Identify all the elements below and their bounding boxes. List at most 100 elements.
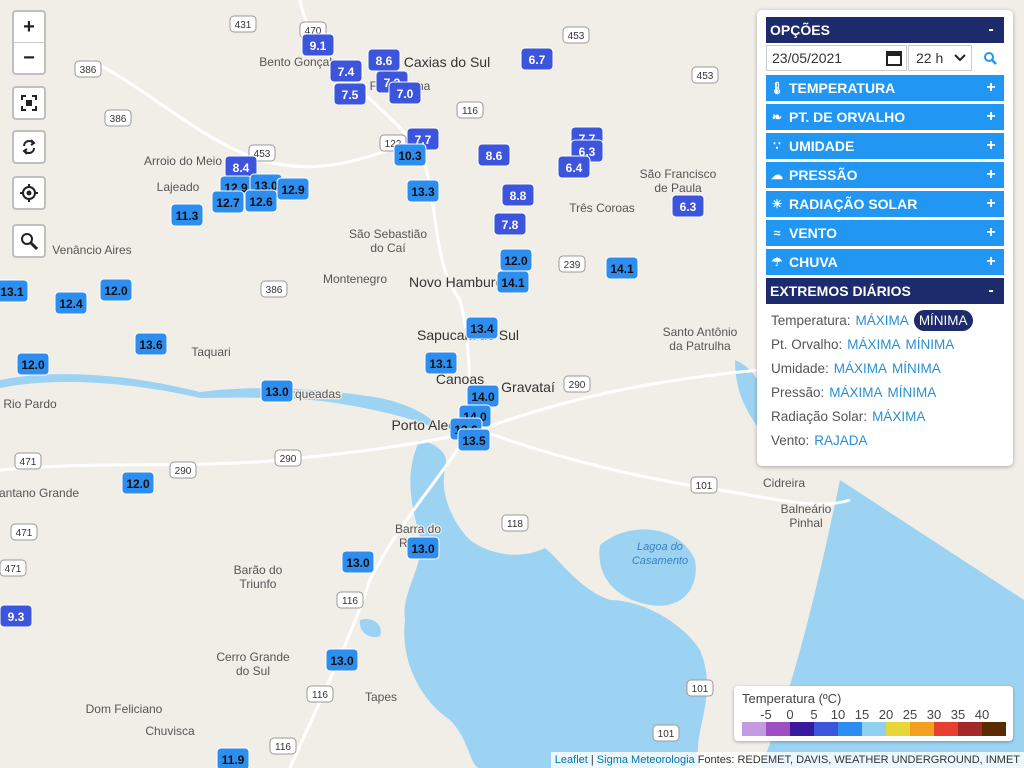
extreme-link[interactable]: RAJADA: [814, 433, 868, 448]
station-badge: [54, 291, 88, 315]
extreme-label: Vento:: [771, 433, 810, 448]
station-badge: [406, 179, 440, 203]
station-marker[interactable]: 13.0: [325, 648, 359, 672]
place-label: Arroio do Meio: [144, 154, 222, 168]
station-marker[interactable]: 7.4: [329, 59, 363, 83]
station-marker[interactable]: 12.9: [276, 177, 310, 201]
section-header[interactable]: ☀ RADIAÇÃO SOLAR +: [766, 191, 1004, 217]
section-title: VENTO: [789, 225, 837, 241]
section-header[interactable]: ❧ PT. DE ORVALHO +: [766, 104, 1004, 130]
station-value: 6.7: [529, 53, 546, 67]
extreme-link[interactable]: MÁXIMA: [872, 409, 926, 424]
extreme-link[interactable]: MÍNIMA: [905, 337, 955, 352]
locate-button[interactable]: [12, 176, 46, 210]
search-icon: [983, 52, 997, 65]
station-marker[interactable]: 8.6: [367, 48, 401, 72]
station-marker[interactable]: 14.1: [496, 270, 530, 294]
station-marker[interactable]: 6.7: [520, 47, 554, 71]
section-header[interactable]: ≈ VENTO +: [766, 220, 1004, 246]
refresh-button[interactable]: [12, 130, 46, 164]
station-marker[interactable]: 12.0: [16, 352, 50, 376]
station-value: 12.0: [104, 284, 128, 298]
section-header[interactable]: ☂ CHUVA +: [766, 249, 1004, 275]
station-value: 12.4: [59, 297, 83, 311]
refresh-icon: [22, 139, 36, 155]
place-label: São Francisco: [640, 167, 717, 181]
station-badge: [99, 278, 133, 302]
extreme-row: Radiação Solar: MÁXIMA: [771, 409, 925, 424]
station-marker[interactable]: 13.5: [457, 428, 491, 452]
extreme-link[interactable]: MÍNIMA: [892, 361, 941, 376]
expand-icon: +: [986, 253, 996, 270]
extreme-link[interactable]: MÁXIMA: [855, 313, 909, 328]
station-marker[interactable]: 12.0: [499, 248, 533, 272]
road-number: 239: [564, 260, 581, 271]
station-badge: [121, 471, 155, 495]
road-shield: [14, 452, 42, 470]
search-button[interactable]: [12, 224, 46, 258]
place-label: Taquari: [191, 345, 230, 359]
section-header[interactable]: ∵ UMIDADE +: [766, 133, 1004, 159]
station-marker[interactable]: 8.8: [501, 183, 535, 207]
expand-icon: +: [986, 108, 996, 125]
zoom-in-button[interactable]: +: [14, 12, 44, 43]
station-marker[interactable]: 11.9: [216, 747, 250, 768]
station-marker[interactable]: 12.0: [99, 278, 133, 302]
road-number: 471: [5, 564, 22, 575]
extreme-link[interactable]: MÁXIMA: [847, 337, 901, 352]
extreme-link[interactable]: MÁXIMA: [829, 385, 883, 400]
station-marker[interactable]: 7.8: [493, 212, 527, 236]
place-label: Venâncio Aires: [52, 243, 131, 257]
station-marker[interactable]: 13.0: [260, 379, 294, 403]
station-marker[interactable]: 8.4: [224, 155, 258, 179]
station-marker[interactable]: 6.3: [671, 194, 705, 218]
station-marker[interactable]: 9.3: [0, 604, 33, 628]
extremes-header[interactable]: EXTREMOS DIÁRIOS -: [766, 278, 1004, 304]
station-marker[interactable]: 13.1: [424, 351, 458, 375]
station-marker[interactable]: 13.4: [465, 316, 499, 340]
leaflet-link[interactable]: Leaflet: [554, 754, 588, 766]
station-marker[interactable]: 13.1: [0, 279, 29, 303]
station-marker[interactable]: 12.4: [54, 291, 88, 315]
hour-select[interactable]: 22 h: [908, 45, 972, 71]
road-number: 101: [696, 481, 713, 492]
station-value: 6.4: [566, 161, 583, 175]
station-marker[interactable]: 13.6: [134, 332, 168, 356]
place-label: de Paula: [654, 181, 702, 195]
place-label: Chuvisca: [145, 724, 195, 738]
road-number: 116: [342, 596, 358, 607]
station-marker[interactable]: 13.0: [341, 550, 375, 574]
station-marker[interactable]: 10.3: [393, 143, 427, 167]
station-marker[interactable]: 7.5: [333, 82, 367, 106]
station-marker[interactable]: 11.3: [170, 203, 204, 227]
extreme-link[interactable]: MÍNIMA: [887, 385, 937, 400]
date-input[interactable]: 23/05/2021: [766, 45, 907, 71]
extreme-link[interactable]: MÍNIMA: [913, 310, 973, 331]
section-header[interactable]: ☁ PRESSÃO +: [766, 162, 1004, 188]
date-value: 23/05/2021: [772, 50, 843, 66]
station-value: 14.1: [501, 276, 525, 290]
zoom-out-button[interactable]: −: [23, 46, 35, 69]
place-label: Barão do: [234, 563, 283, 577]
options-header[interactable]: OPÇÕES -: [766, 17, 1004, 43]
brand-link[interactable]: Sigma Meteorologia: [596, 754, 695, 766]
station-marker[interactable]: 14.1: [605, 256, 639, 280]
station-marker[interactable]: 12.0: [121, 471, 155, 495]
road-number: 386: [266, 285, 283, 296]
fullscreen-button[interactable]: [12, 86, 46, 120]
station-marker[interactable]: 13.3: [406, 179, 440, 203]
station-marker[interactable]: 6.4: [557, 155, 591, 179]
road-number: 386: [110, 114, 127, 125]
station-marker[interactable]: 12.7: [211, 190, 245, 214]
station-marker[interactable]: 14.0: [466, 384, 500, 408]
station-marker[interactable]: 9.1: [301, 33, 335, 57]
station-marker[interactable]: 12.6: [244, 189, 278, 213]
station-marker[interactable]: 8.6: [477, 143, 511, 167]
road-number: 453: [568, 31, 585, 42]
station-marker[interactable]: 13.0: [406, 536, 440, 560]
station-marker[interactable]: 7.0: [388, 81, 422, 105]
search-date-button[interactable]: [975, 45, 1004, 71]
section-header[interactable]: 🌡 TEMPERATURA +: [766, 75, 1004, 101]
extreme-link[interactable]: MÁXIMA: [833, 361, 888, 376]
